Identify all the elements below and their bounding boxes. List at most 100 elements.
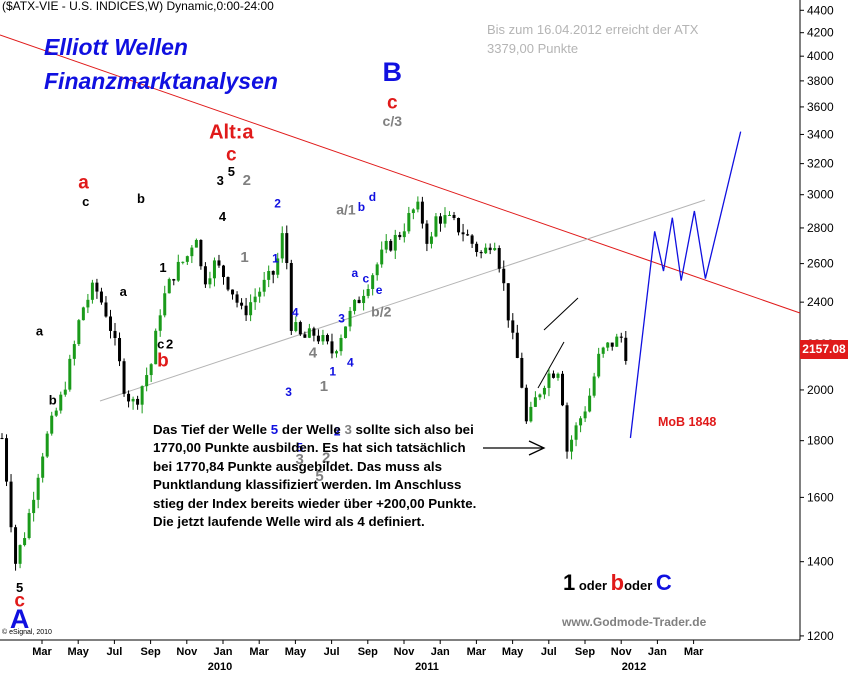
y-tick-label: 1200 [807,629,834,643]
candle-body [86,299,90,308]
candle-body [542,387,546,395]
candle-body [307,328,311,338]
scenario-b: b [610,570,625,595]
wave-label: A [10,604,30,634]
scenario-legend: 1 oder boder C [563,570,672,596]
candle-body [81,307,85,321]
candle-body [353,299,357,311]
wave-label: b [358,200,365,214]
candle-body [402,231,406,238]
brand-line-1: Elliott Wellen [44,34,188,60]
wave-projection-line [629,131,742,439]
y-tick-label: 3200 [807,157,834,171]
candle-body [212,260,216,279]
wave-label: 3 [296,451,304,468]
candle-body [90,282,94,300]
x-tick-label: Mar [32,646,52,658]
candle-body [461,232,465,235]
candle-body [280,233,284,259]
wave-label: b [137,191,145,206]
candle-body [348,310,352,327]
candle-body [267,270,271,280]
wave-label: 4 [292,305,299,319]
candle-body [231,289,235,295]
wave-label: 5 [315,468,323,485]
candle-body [190,247,194,257]
candle-body [303,334,307,338]
wave-label: c/3 [383,113,403,129]
candle-body [561,373,565,406]
candle-body [271,270,275,275]
candle-body [72,344,76,359]
wave-label: a [78,172,89,193]
wave-label: 1 [240,249,248,266]
candle-body [375,264,379,276]
candle-body [163,293,167,316]
wave-label: Alt:a [209,122,254,144]
candle-body [619,336,623,338]
wave-label: 3 [338,312,345,326]
commentary-wave-3: 3 [344,422,352,437]
candle-body [330,341,334,354]
wave-label: c [387,92,398,113]
candle-body [95,282,99,292]
candle-body [384,240,388,250]
candle-body [5,438,9,482]
candle-body [18,545,22,564]
candle-body [511,320,515,333]
y-tick-label: 1800 [807,434,834,448]
x-tick-label: May [285,646,307,658]
projection-note: Bis zum 16.04.2012 erreicht der ATX 3379… [487,20,698,58]
channel-line-2 [543,297,579,331]
wave-label: 5 [228,164,235,179]
wave-label: 2 [334,424,341,438]
candle-body [249,302,253,316]
candle-body [362,295,366,304]
candle-body [136,398,140,405]
commentary-part-1: Das Tief der Welle [153,422,271,437]
y-tick-label: 2800 [807,221,834,235]
candle-body [502,268,506,284]
x-tick-label: Jul [106,646,122,658]
x-tick-label: Mar [249,646,269,658]
last-price-tag: 2157.08 [800,340,848,359]
candle-body [615,336,619,347]
candle-body [443,215,447,224]
candle-body [438,216,442,224]
wave-label: c [226,145,237,166]
candle-body [108,316,112,331]
wave-label: a [120,284,128,299]
x-tick-label: Nov [394,646,416,658]
candle-body [221,265,225,278]
candle-body [357,299,361,304]
x-tick-label: Nov [611,646,633,658]
y-tick-label: 4000 [807,49,834,63]
candle-body [208,278,212,285]
candle-body [470,235,474,244]
candle-body [145,375,149,387]
candle-body [122,361,126,394]
commentary-part-3: sollte sich also bei 1770,00 Punkte ausb… [153,422,477,530]
candle-body [181,261,185,263]
candle-body [226,277,230,290]
y-tick-label: 3000 [807,188,834,202]
x-tick-label: Jul [324,646,340,658]
candle-body [583,411,587,419]
candle-body [407,213,411,232]
candle-body [411,209,415,214]
candle-body [140,386,144,405]
candle-body [425,223,429,244]
candle-body [253,296,257,303]
candle-body [32,499,36,514]
candle-body [601,347,605,354]
y-tick-label: 3600 [807,100,834,114]
candle-body [325,335,329,342]
candle-body [448,214,452,216]
candle-body [131,398,135,402]
candle-body [23,538,27,546]
candle-body [506,283,510,321]
candle-body [203,266,207,285]
candle-body [524,387,528,422]
x-year-label: 2010 [208,661,232,673]
candle-body [154,330,158,365]
